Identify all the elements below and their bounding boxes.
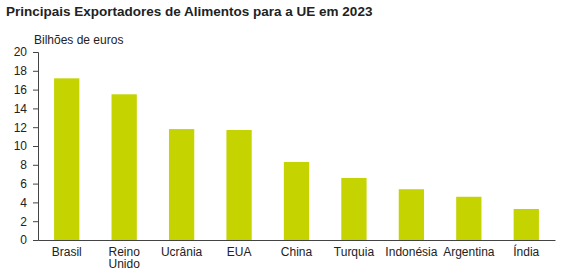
tick: Índia xyxy=(513,244,539,259)
tick: ReinoUnido xyxy=(108,245,140,272)
tick: 2 xyxy=(20,215,38,229)
tick: 0 xyxy=(20,233,38,247)
tick-label: ReinoUnido xyxy=(108,245,140,272)
tick-mark xyxy=(33,146,38,147)
title: Principais Exportadores de Alimentos par… xyxy=(6,4,373,19)
tick-mark xyxy=(33,240,38,241)
tick-mark xyxy=(33,52,38,53)
bar xyxy=(112,94,137,240)
tick-label: 0 xyxy=(20,233,27,247)
tick: 8 xyxy=(20,158,38,172)
tick-label: 4 xyxy=(20,196,27,210)
tick-mark xyxy=(33,165,38,166)
chart: Principais Exportadores de Alimentos par… xyxy=(0,0,563,280)
bar xyxy=(54,78,79,240)
tick-label: 20 xyxy=(14,45,28,59)
tick: 6 xyxy=(20,177,38,191)
tick-label: 8 xyxy=(20,158,27,172)
tick-label: Brasil xyxy=(52,245,82,259)
tick-label: China xyxy=(281,245,313,259)
x-axis: Brasil ReinoUnido Ucrânia EUA China Turquia In… xyxy=(39,241,556,272)
tick-label: EUA xyxy=(227,245,252,259)
tick: 20 xyxy=(14,45,38,59)
tick-label: 10 xyxy=(14,139,28,153)
bar xyxy=(226,130,251,240)
tick-mark xyxy=(33,108,38,109)
tick-mark xyxy=(33,221,38,222)
tick-label: 16 xyxy=(14,83,28,97)
y-axis: 0 2 4 6 8 10 12 14 16 18 20 xyxy=(14,45,39,247)
tick: Indonésia xyxy=(385,245,437,259)
bar xyxy=(514,209,539,240)
tick-label: Argentina xyxy=(443,245,495,259)
tick-mark xyxy=(33,90,38,91)
tick-label: 14 xyxy=(14,102,28,116)
tick-label: 12 xyxy=(14,121,28,135)
tick: 16 xyxy=(14,83,38,97)
y-axis-title: Bilhões de euros xyxy=(34,33,123,47)
tick: Turquia xyxy=(334,245,375,259)
tick-label: Índia xyxy=(513,244,539,259)
tick-label: Ucrânia xyxy=(161,245,203,259)
bar xyxy=(341,178,366,240)
bars xyxy=(54,78,539,240)
tick: China xyxy=(281,245,313,259)
tick: Argentina xyxy=(443,245,495,259)
tick-mark xyxy=(33,71,38,72)
bar xyxy=(169,129,194,240)
tick: EUA xyxy=(227,245,252,259)
tick: 18 xyxy=(14,64,38,78)
tick-label: 2 xyxy=(20,215,27,229)
tick-mark xyxy=(33,202,38,203)
axis-line xyxy=(33,53,39,241)
plot: 0 2 4 6 8 10 12 14 16 18 20 Brasil ReinoUnido Ucrânia… xyxy=(14,45,556,271)
tick: 10 xyxy=(14,139,38,153)
axis-line xyxy=(39,240,556,241)
tick: 12 xyxy=(14,121,38,135)
bar xyxy=(284,162,309,240)
tick-label: 18 xyxy=(14,64,28,78)
tick: Ucrânia xyxy=(161,245,203,259)
tick-label: Indonésia xyxy=(385,245,437,259)
tick: Brasil xyxy=(52,245,82,259)
tick-mark xyxy=(33,184,38,185)
tick: 4 xyxy=(20,196,38,210)
tick-label: Turquia xyxy=(334,245,375,259)
tick-label: 6 xyxy=(20,177,27,191)
bar xyxy=(399,189,424,240)
bar xyxy=(456,197,481,240)
tick: 14 xyxy=(14,102,38,116)
tick-mark xyxy=(33,127,38,128)
